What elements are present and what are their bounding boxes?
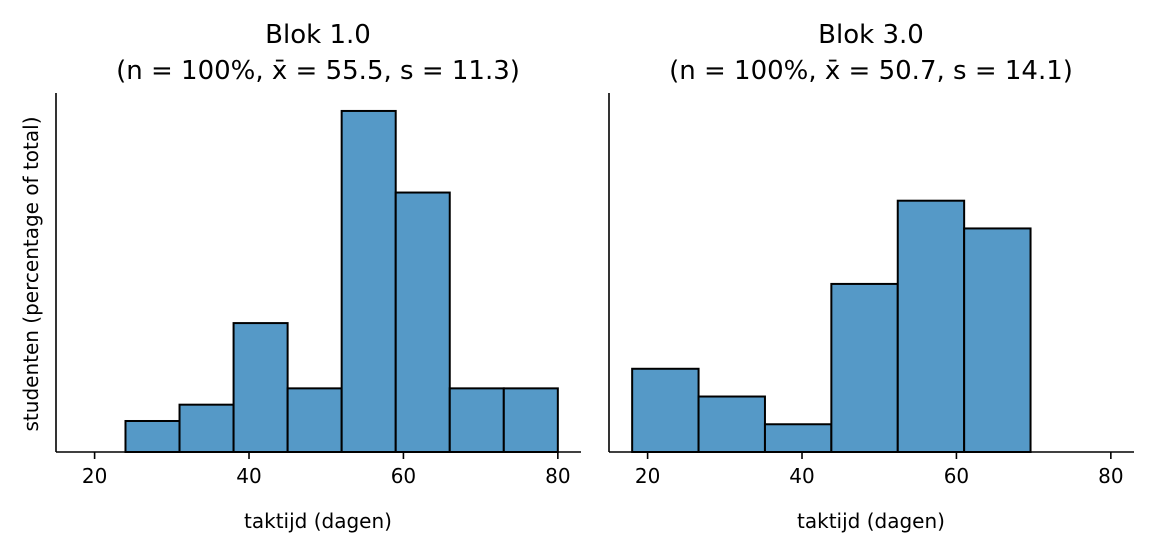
histogram-bar (502, 387, 559, 454)
panel-title-line1: Blok 3.0 (818, 20, 924, 50)
histogram-bar (178, 403, 235, 454)
panel-title-line2: (n = 100%, x̄ = 50.7, s = 14.1) (669, 56, 1073, 86)
histogram-bar (763, 423, 833, 454)
histogram-bar (631, 367, 700, 454)
histogram-bar (124, 419, 181, 453)
histogram-bar (394, 191, 451, 453)
x-tick-label: 20 (635, 464, 660, 488)
y-axis-label: studenten (percentage of total) (19, 117, 43, 432)
x-tick-label: 60 (944, 464, 969, 488)
histogram-bar (830, 282, 899, 453)
histogram-bar (286, 387, 343, 454)
x-tick-label: 60 (391, 464, 416, 488)
panel-blok-3: Blok 3.0 (n = 100%, x̄ = 50.7, s = 14.1)… (608, 20, 1134, 533)
panel-title-line2: (n = 100%, x̄ = 55.5, s = 11.3) (116, 56, 520, 86)
histogram-bar (963, 227, 1032, 453)
x-tick-label: 80 (545, 464, 570, 488)
x-tick-label: 40 (789, 464, 814, 488)
x-axis-label: taktijd (dagen) (244, 509, 392, 533)
x-tick-label: 40 (236, 464, 261, 488)
x-tick-label: 80 (1098, 464, 1123, 488)
histogram-bar (232, 322, 289, 453)
x-tick-label: 20 (82, 464, 107, 488)
panel-blok-1: Blok 1.0 (n = 100%, x̄ = 55.5, s = 11.3)… (55, 20, 581, 533)
histogram-bar (896, 199, 966, 453)
x-axis-label: taktijd (dagen) (797, 509, 945, 533)
panel-title-line1: Blok 1.0 (265, 20, 371, 50)
histogram-bar (697, 395, 766, 454)
histogram-bar (340, 109, 397, 453)
histogram-bar (448, 387, 505, 454)
